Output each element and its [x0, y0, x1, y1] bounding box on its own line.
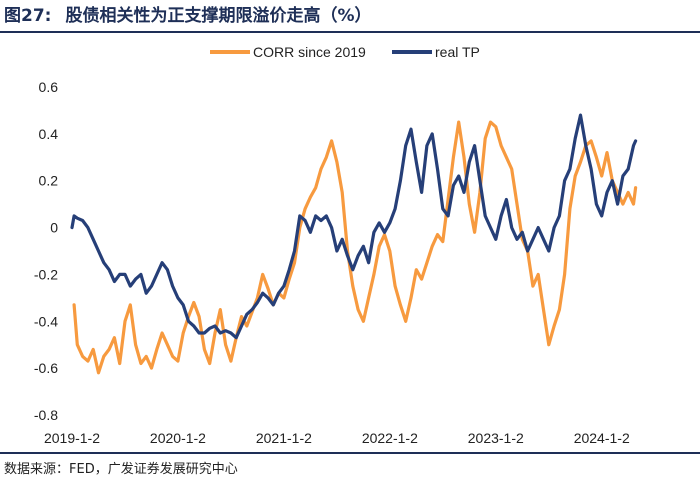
x-tick-label: 2020-1-2 — [150, 430, 206, 446]
y-tick-label: -0.8 — [34, 407, 58, 423]
figure-number: 图27: — [4, 6, 52, 26]
x-tick-label: 2022-1-2 — [362, 430, 418, 446]
series-line-corr — [72, 120, 638, 375]
figure-title-text: 股债相关性为正支撑期限溢价走高（%） — [65, 6, 372, 26]
legend-label-tp: real TP — [435, 44, 480, 60]
figure-title: 图27: 股债相关性为正支撑期限溢价走高（%） — [4, 2, 372, 30]
series-line-real-tp — [70, 113, 638, 340]
y-tick-label: -0.4 — [34, 313, 58, 329]
title-divider — [0, 31, 700, 33]
y-tick-label: -0.2 — [34, 266, 58, 282]
line-chart: CORR since 2019 real TP -0.8 -0.6 -0.4 -0.2… — [34, 44, 638, 446]
x-tick-label: 2023-1-2 — [468, 430, 524, 446]
plot-area — [70, 113, 638, 375]
chart-legend: CORR since 2019 real TP — [210, 44, 480, 60]
x-tick-label: 2021-1-2 — [256, 430, 312, 446]
data-source-note: 数据来源：FED，广发证券发展研究中心 — [4, 462, 238, 477]
y-tick-label: 0 — [50, 220, 58, 236]
y-axis: -0.8 -0.6 -0.4 -0.2 0 0.2 0.4 0.6 — [34, 79, 58, 423]
y-tick-label: -0.6 — [34, 360, 58, 376]
x-axis: 2019-1-2 2020-1-2 2021-1-2 2022-1-2 2023-1-2… — [44, 430, 630, 446]
y-tick-label: 0.6 — [39, 79, 59, 95]
x-tick-label: 2019-1-2 — [44, 430, 100, 446]
source-divider — [0, 452, 700, 454]
y-tick-label: 0.4 — [39, 126, 59, 142]
x-tick-label: 2024-1-2 — [574, 430, 630, 446]
y-tick-label: 0.2 — [39, 173, 59, 189]
legend-label-corr: CORR since 2019 — [253, 44, 366, 60]
